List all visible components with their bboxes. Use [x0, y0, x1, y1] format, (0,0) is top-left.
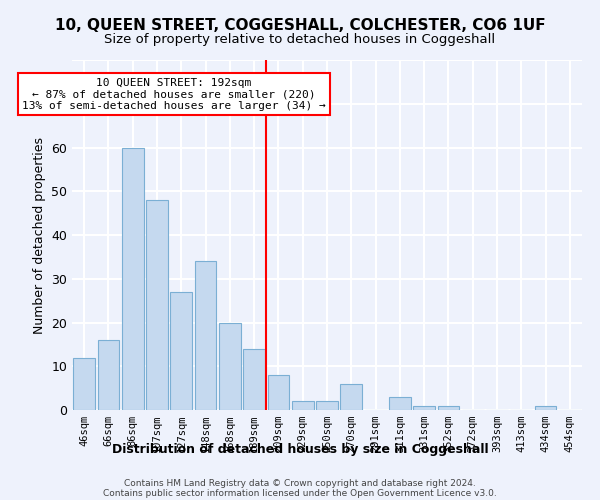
Text: 10, QUEEN STREET, COGGESHALL, COLCHESTER, CO6 1UF: 10, QUEEN STREET, COGGESHALL, COLCHESTER…	[55, 18, 545, 32]
Bar	[268, 375, 289, 410]
Bar	[389, 397, 411, 410]
Bar	[170, 292, 192, 410]
Text: 10 QUEEN STREET: 192sqm
← 87% of detached houses are smaller (220)
13% of semi-d: 10 QUEEN STREET: 192sqm ← 87% of detache…	[22, 78, 326, 110]
Bar	[316, 401, 338, 410]
Bar	[146, 200, 168, 410]
Y-axis label: Number of detached properties: Number of detached properties	[32, 136, 46, 334]
Text: Distribution of detached houses by size in Coggeshall: Distribution of detached houses by size …	[112, 442, 488, 456]
Bar	[97, 340, 119, 410]
Bar	[219, 322, 241, 410]
Bar	[535, 406, 556, 410]
Bar	[122, 148, 143, 410]
Bar	[437, 406, 460, 410]
Bar	[292, 401, 314, 410]
Text: Contains HM Land Registry data © Crown copyright and database right 2024.: Contains HM Land Registry data © Crown c…	[124, 478, 476, 488]
Text: Contains public sector information licensed under the Open Government Licence v3: Contains public sector information licen…	[103, 488, 497, 498]
Bar	[243, 349, 265, 410]
Bar	[413, 406, 435, 410]
Bar	[194, 261, 217, 410]
Bar	[73, 358, 95, 410]
Text: Size of property relative to detached houses in Coggeshall: Size of property relative to detached ho…	[104, 32, 496, 46]
Bar	[340, 384, 362, 410]
